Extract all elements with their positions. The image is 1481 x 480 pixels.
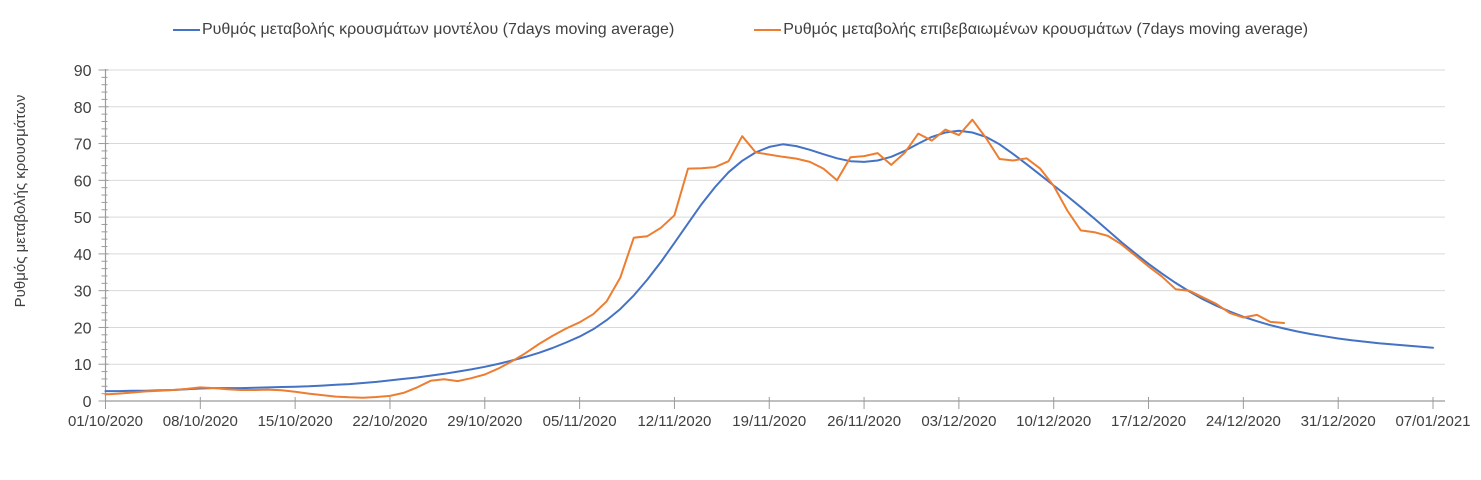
y-tick-label: 70 [74, 137, 92, 154]
x-tick-label: 07/01/2021 [1395, 413, 1470, 430]
y-tick-label: 50 [74, 210, 92, 227]
y-tick-label: 40 [74, 247, 92, 264]
legend-label-model: Ρυθμός μεταβολής κρουσμάτων μοντέλου (7d… [201, 21, 675, 38]
legend-marker-confirmed-line [754, 29, 782, 31]
series-line-model [104, 129, 1434, 393]
chart-legend: Ρυθμός μεταβολής κρουσμάτων μοντέλου (7d… [0, 21, 1481, 39]
legend-label-confirmed: Ρυθμός μεταβολής επιβεβαιωμένων κρουσμάτ… [783, 21, 1309, 38]
x-tick-label: 19/11/2020 [732, 413, 806, 430]
x-tick-label: 29/10/2020 [447, 413, 522, 430]
legend-marker-model-line [172, 29, 200, 31]
x-tick-label: 05/11/2020 [543, 413, 617, 430]
x-tick-label: 22/10/2020 [352, 413, 427, 430]
x-tick-label: 10/12/2020 [1016, 413, 1091, 430]
x-tick-label: 26/11/2020 [827, 413, 901, 430]
legend-item-confirmed: Ρυθμός μεταβολής επιβεβαιωμένων κρουσμάτ… [754, 21, 1308, 39]
y-tick-label: 90 [74, 63, 92, 80]
x-tick-label: 31/12/2020 [1301, 413, 1376, 430]
y-tick-label: 0 [83, 394, 92, 411]
x-tick-label: 03/12/2020 [921, 413, 996, 430]
legend-item-model: Ρυθμός μεταβολής κρουσμάτων μοντέλου (7d… [172, 21, 675, 39]
y-tick-label: 20 [74, 320, 92, 337]
x-tick-label: 17/12/2020 [1111, 413, 1186, 430]
y-tick-label: 10 [74, 357, 92, 374]
x-tick-label: 12/11/2020 [637, 413, 711, 430]
x-tick-label: 01/10/2020 [68, 413, 143, 430]
x-tick-label: 24/12/2020 [1206, 413, 1281, 430]
y-tick-label: 30 [74, 284, 92, 301]
y-tick-label: 80 [74, 100, 92, 117]
x-tick-label: 15/10/2020 [258, 413, 333, 430]
x-tick-label: 08/10/2020 [163, 413, 238, 430]
y-tick-label: 60 [74, 173, 92, 190]
series-line-confirmed [104, 118, 1285, 399]
